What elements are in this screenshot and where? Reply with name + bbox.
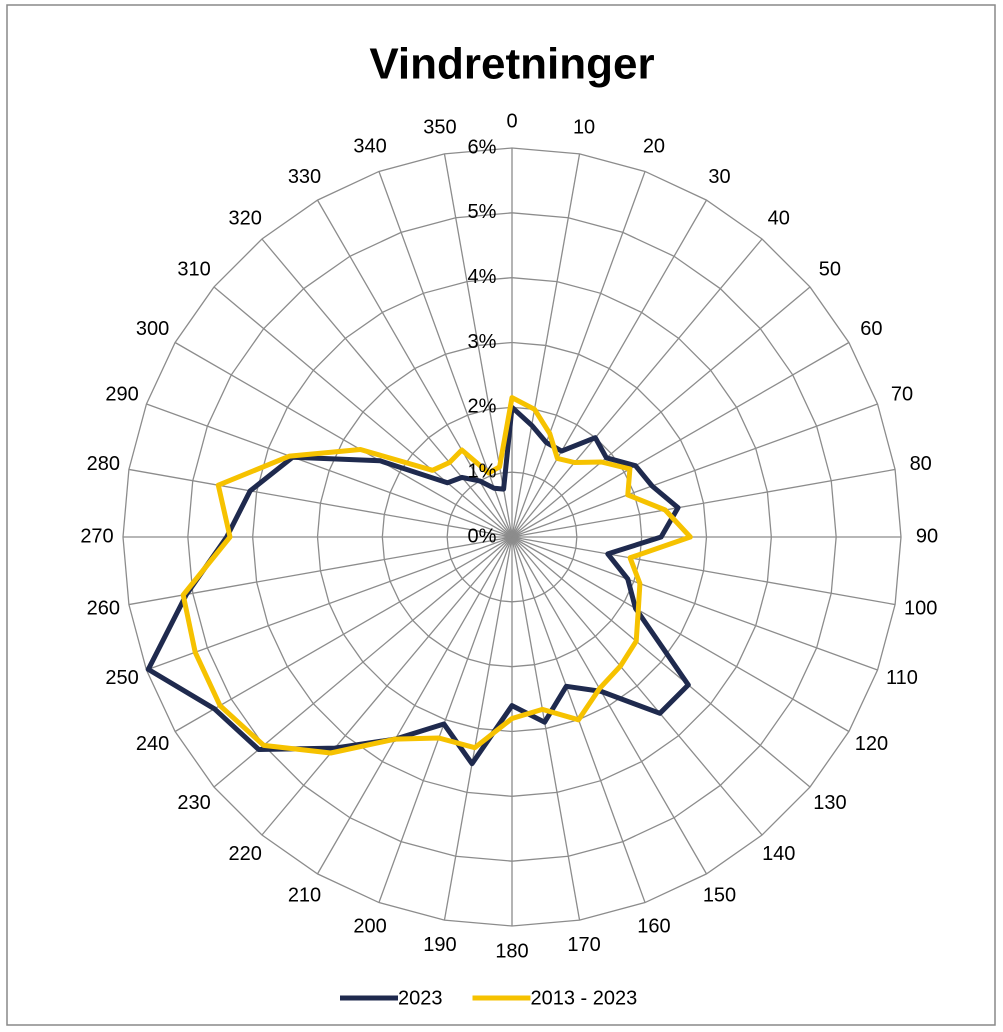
r-tick-label: 3% (468, 331, 497, 353)
spoke (146, 536, 513, 671)
category-label: 220 (229, 843, 262, 865)
spoke (511, 171, 646, 538)
spoke (511, 536, 811, 788)
spoke (443, 153, 513, 538)
r-tick-label: 2% (468, 396, 497, 418)
spoke (511, 199, 708, 538)
spoke (128, 468, 513, 538)
spoke (146, 403, 513, 538)
spoke (511, 536, 896, 606)
r-tick-label: 6% (468, 136, 497, 158)
category-label: 20 (643, 135, 665, 157)
spoke (128, 536, 513, 606)
spoke (511, 153, 581, 538)
spoke (511, 403, 878, 538)
r-tick-label: 1% (468, 460, 497, 482)
category-label: 0 (506, 110, 517, 132)
category-label: 170 (567, 934, 600, 956)
chart-frame (6, 4, 996, 1026)
category-label: 160 (637, 915, 670, 937)
category-label: 340 (353, 135, 386, 157)
category-label: 10 (573, 117, 595, 139)
category-label: 270 (80, 525, 113, 547)
category-label: 280 (87, 453, 120, 475)
spoke (511, 536, 850, 733)
r-tick-label: 5% (468, 201, 497, 223)
category-label: 140 (762, 843, 795, 865)
spoke (174, 341, 513, 538)
category-label: 50 (819, 259, 841, 281)
category-label: 210 (288, 885, 321, 907)
r-tick-label: 0% (468, 525, 497, 547)
series-line (180, 395, 693, 756)
category-label: 290 (105, 383, 138, 405)
category-label: 40 (768, 207, 790, 229)
category-label: 80 (910, 453, 932, 475)
spoke (511, 468, 896, 538)
category-label: 240 (136, 733, 169, 755)
spoke (511, 536, 763, 836)
category-label: 100 (904, 597, 937, 619)
spoke (511, 238, 763, 538)
series-line (145, 404, 691, 767)
category-label: 330 (288, 166, 321, 188)
spoke (511, 341, 850, 538)
category-label: 110 (886, 667, 918, 689)
category-label: 310 (177, 259, 210, 281)
legend-label: 2023 (398, 987, 443, 1009)
category-label: 60 (860, 318, 882, 340)
spoke (174, 536, 513, 733)
spoke (316, 536, 513, 875)
spoke (443, 536, 513, 921)
spoke (511, 286, 811, 538)
category-label: 30 (708, 166, 730, 188)
category-label: 130 (813, 792, 846, 814)
category-label: 260 (87, 597, 120, 619)
category-label: 320 (229, 207, 262, 229)
category-label: 90 (916, 525, 938, 547)
spoke (261, 536, 513, 836)
spoke (378, 171, 513, 538)
spoke (378, 536, 513, 903)
category-label: 230 (177, 792, 210, 814)
spoke (261, 238, 513, 538)
category-label: 70 (891, 383, 913, 405)
spoke (213, 286, 513, 538)
category-label: 150 (703, 885, 736, 907)
category-label: 120 (855, 733, 888, 755)
spoke (511, 536, 878, 671)
spoke (511, 536, 708, 875)
category-label: 300 (136, 318, 169, 340)
r-tick-label: 4% (468, 266, 497, 288)
spoke (511, 536, 581, 921)
legend-label: 2013 - 2023 (531, 987, 638, 1009)
category-label: 200 (353, 915, 386, 937)
chart-title: Vindretninger (369, 40, 654, 89)
category-label: 250 (105, 667, 138, 689)
category-label: 190 (423, 934, 456, 956)
category-label: 180 (495, 940, 528, 962)
category-label: 350 (423, 117, 456, 139)
